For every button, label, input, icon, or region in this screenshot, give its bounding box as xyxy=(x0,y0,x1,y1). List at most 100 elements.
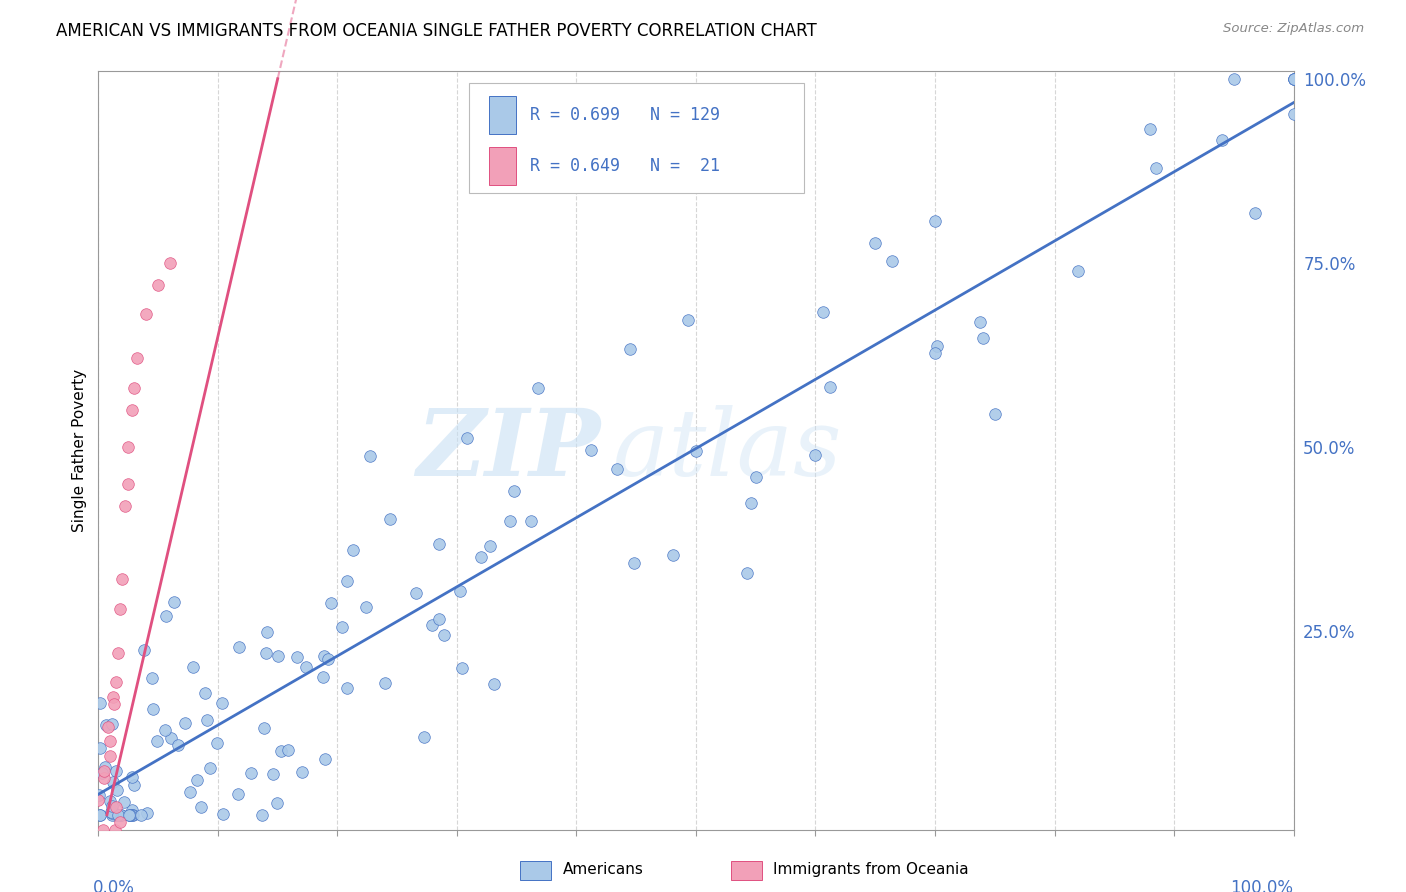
Point xyxy=(108,815,131,830)
Text: Immigrants from Oceania: Immigrants from Oceania xyxy=(773,863,969,877)
Point xyxy=(226,787,249,801)
Point xyxy=(865,236,887,251)
Point xyxy=(112,795,135,809)
Point xyxy=(101,799,124,814)
Point xyxy=(166,738,188,752)
Point xyxy=(1282,71,1305,86)
Point xyxy=(105,675,128,690)
Point xyxy=(91,822,114,837)
Text: AMERICAN VS IMMIGRANTS FROM OCEANIA SINGLE FATHER POVERTY CORRELATION CHART: AMERICAN VS IMMIGRANTS FROM OCEANIA SING… xyxy=(56,22,817,40)
Point xyxy=(449,583,471,598)
Point xyxy=(1144,161,1167,175)
Point xyxy=(124,777,146,791)
Point xyxy=(121,770,143,784)
Point xyxy=(482,677,505,691)
Point xyxy=(519,514,541,528)
Point xyxy=(181,659,204,673)
Point xyxy=(427,612,450,626)
Point xyxy=(316,652,339,666)
Point xyxy=(93,771,115,785)
Point xyxy=(745,469,768,483)
Point xyxy=(94,760,117,774)
Point xyxy=(262,767,284,781)
Point xyxy=(105,800,128,814)
Point xyxy=(336,681,359,695)
Point xyxy=(228,640,250,654)
Point xyxy=(101,806,124,821)
Point xyxy=(662,548,685,562)
Point xyxy=(972,331,994,345)
Point xyxy=(205,736,228,750)
Point xyxy=(186,772,208,787)
Point xyxy=(105,783,128,797)
Point xyxy=(336,574,359,588)
Point xyxy=(579,442,602,457)
Bar xyxy=(489,147,516,186)
Point xyxy=(124,381,146,395)
Point xyxy=(374,675,396,690)
Point xyxy=(98,734,122,748)
Point xyxy=(114,499,136,513)
Point xyxy=(470,549,492,564)
Point xyxy=(266,796,288,810)
Point xyxy=(735,566,758,580)
Point xyxy=(132,642,155,657)
Point xyxy=(256,625,278,640)
Point xyxy=(969,316,991,330)
Point xyxy=(456,431,478,445)
Point xyxy=(89,789,111,803)
Point xyxy=(129,807,152,822)
Point xyxy=(433,628,456,642)
Point xyxy=(211,696,233,710)
Text: 100.0%: 100.0% xyxy=(1230,879,1294,892)
Point xyxy=(503,484,526,499)
Point xyxy=(104,807,127,822)
Point xyxy=(623,556,645,570)
Point xyxy=(1282,71,1305,86)
Point xyxy=(804,448,827,462)
Point xyxy=(250,807,273,822)
Point xyxy=(121,807,143,822)
Point xyxy=(93,764,115,778)
Point xyxy=(101,690,124,704)
Point xyxy=(98,794,121,808)
Point xyxy=(479,539,502,553)
Point xyxy=(90,838,112,852)
Text: Source: ZipAtlas.com: Source: ZipAtlas.com xyxy=(1223,22,1364,36)
Point xyxy=(118,807,141,822)
Point xyxy=(136,805,159,820)
Point xyxy=(87,793,110,807)
Point xyxy=(267,649,290,664)
Point xyxy=(685,444,707,458)
Point xyxy=(378,511,401,525)
Point xyxy=(159,731,181,745)
Point xyxy=(198,761,221,775)
Point xyxy=(1211,133,1233,147)
Text: atlas: atlas xyxy=(613,406,842,495)
Point xyxy=(451,661,474,675)
Point xyxy=(277,742,299,756)
Point xyxy=(135,307,157,321)
Point xyxy=(101,807,124,822)
Point xyxy=(107,646,129,660)
Point xyxy=(194,686,217,700)
Point xyxy=(1282,71,1305,86)
Point xyxy=(427,537,450,551)
Point xyxy=(212,806,235,821)
Point xyxy=(924,214,946,228)
Point xyxy=(1067,264,1090,278)
Text: R = 0.699   N = 129: R = 0.699 N = 129 xyxy=(530,106,720,124)
Point xyxy=(413,730,436,744)
Point xyxy=(1282,71,1305,86)
Point xyxy=(120,807,142,822)
Point xyxy=(89,807,111,822)
Point xyxy=(1244,205,1267,219)
Point xyxy=(89,696,111,710)
Point xyxy=(330,620,353,634)
Point xyxy=(354,600,377,615)
Y-axis label: Single Father Poverty: Single Father Poverty xyxy=(72,369,87,532)
Point xyxy=(179,785,201,799)
Point xyxy=(420,618,443,632)
Point xyxy=(142,702,165,716)
Point xyxy=(121,803,143,817)
